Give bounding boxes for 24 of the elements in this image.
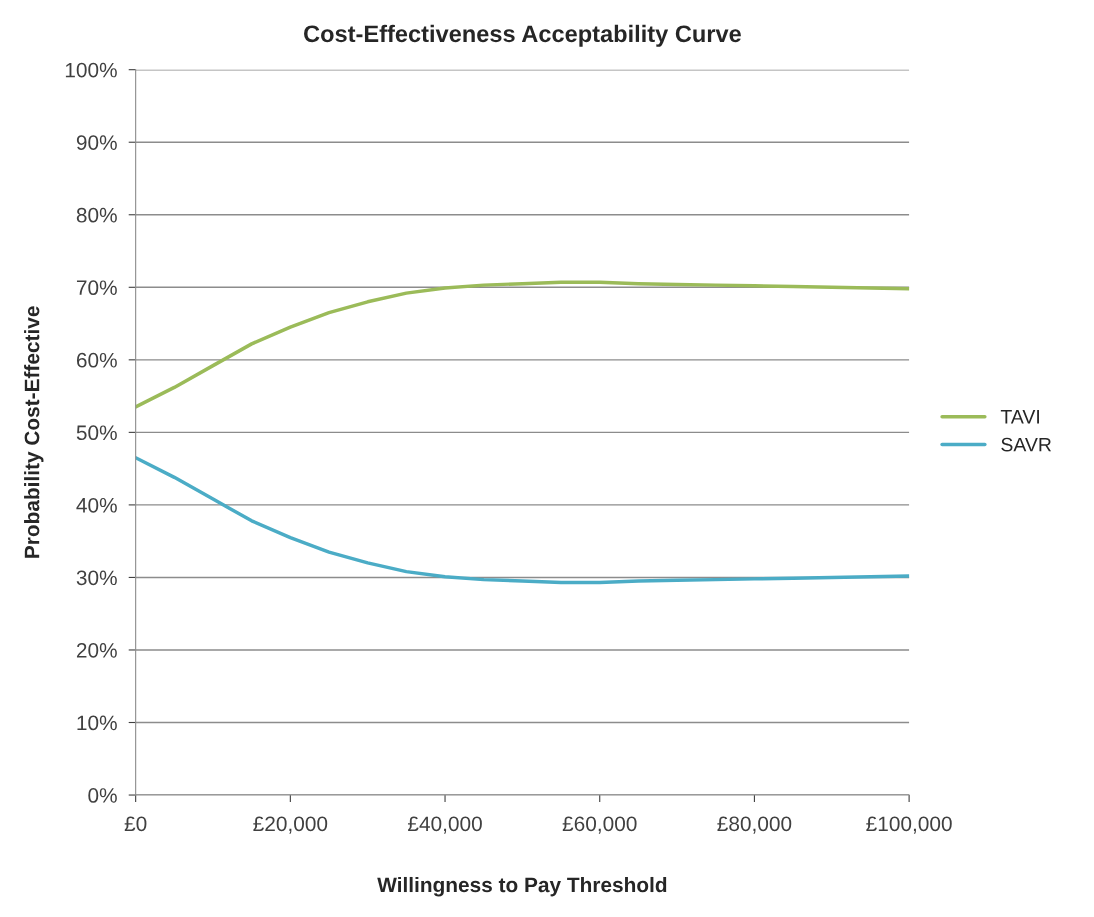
x-tick-label: £0 (124, 816, 147, 832)
legend-label: TAVI (1000, 410, 1039, 424)
line-series (135, 456, 910, 585)
y-tick-label: 30% (76, 570, 117, 586)
x-axis-title: Willingness to Pay Threshold (377, 876, 667, 897)
y-tick-label: 100% (65, 62, 117, 78)
y-tick-label: 0% (88, 788, 117, 803)
x-tick-label: £80,000 (717, 816, 792, 834)
y-tick-label: 60% (76, 352, 117, 368)
x-tick-label: £60,000 (562, 816, 637, 834)
legend-label: SAVR (1001, 437, 1052, 452)
y-tick-label: 70% (76, 280, 117, 296)
x-tick-label: £100,000 (866, 816, 952, 834)
chart-title: Cost-Effectiveness Acceptability Curve (304, 24, 741, 47)
y-tick-label: 10% (77, 715, 117, 731)
y-tick-label: 40% (76, 497, 117, 513)
y-tick-label: 20% (76, 642, 117, 658)
x-tick-label: £40,000 (407, 816, 482, 834)
y-tick-label: 50% (76, 425, 117, 441)
line-series (135, 280, 910, 409)
y-axis-title: Probability Cost-Effective (24, 306, 44, 558)
y-tick-label: 80% (76, 207, 117, 223)
y-tick-label: 90% (76, 135, 117, 150)
x-tick-label: £20,000 (253, 816, 328, 834)
